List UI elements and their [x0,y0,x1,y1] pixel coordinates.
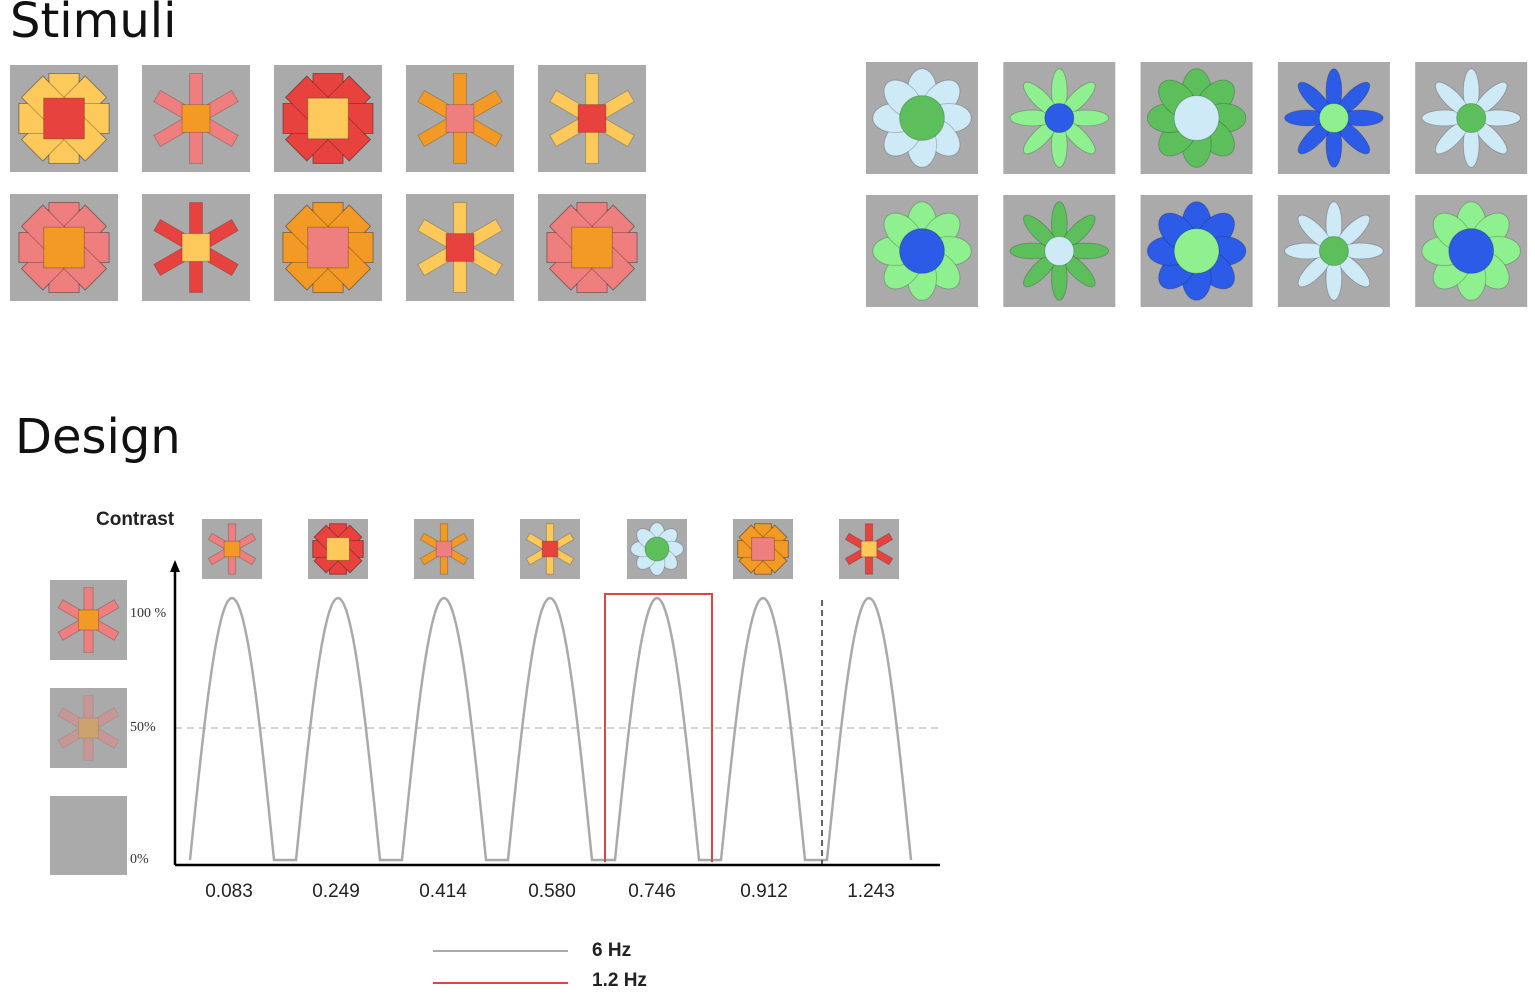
center [1044,235,1075,267]
stimulus [419,523,469,575]
x-tick-label: 0.414 [419,881,467,902]
center [577,104,607,133]
stimulus [525,523,575,575]
section-title: Stimuli [10,0,176,49]
stimulus [18,202,110,293]
center [860,540,878,558]
center [77,609,100,631]
axis-arrow [170,560,180,572]
design-plot: 100 % 50% 0% 0.083 0.249 0.414 0.580 0.746 0.912… [130,560,940,991]
section-title: Design [15,409,181,465]
center [307,97,349,140]
center [43,97,85,140]
stimulus [417,73,503,164]
stimulus [153,202,239,293]
stimulus-background [50,688,127,768]
y-tick-label: 50% [130,720,156,735]
y-tick-label: 100 % [130,606,167,621]
center [899,95,945,141]
center [43,226,85,269]
stimulus [546,202,638,293]
stimulus [57,695,120,761]
stimuli-group [10,62,1528,875]
center [1173,228,1220,274]
center [1448,228,1495,274]
stimulus-background [50,796,127,875]
stimulus [312,523,364,575]
stimulus [417,202,503,293]
stimulus [207,523,257,575]
center [541,540,559,558]
center [1173,95,1220,141]
legend-label: 6 Hz [592,940,631,961]
petal [57,707,120,749]
center [571,226,613,269]
center [445,233,475,262]
center [445,104,475,133]
stimulus [549,73,635,164]
center [644,536,670,562]
x-tick-label: 0.580 [528,881,576,902]
y-tick-label: 0% [130,852,149,867]
stimulus [57,587,120,653]
center [181,104,211,133]
x-tick-label: 0.746 [628,881,676,902]
y-axis-label: Contrast [96,509,175,530]
stimulus [18,73,110,164]
stimulus [153,73,239,164]
center [899,228,945,274]
legend-label: 1.2 Hz [592,970,647,991]
petal [57,707,120,749]
center [1456,102,1487,134]
center [77,717,100,739]
stimulus [737,523,789,575]
x-tick-label: 0.083 [205,881,253,902]
center [223,540,241,558]
center [1044,102,1075,134]
x-tick-label: 1.243 [847,881,895,902]
center [435,540,453,558]
waveform-1-2hz [604,593,713,862]
petal [83,695,94,761]
stimulus [844,523,894,575]
stimulus [282,202,374,293]
x-tick-label: 0.912 [740,881,788,902]
waveform-6hz [188,596,913,862]
center [1318,235,1349,267]
center [307,226,349,269]
center [181,233,211,262]
center [1318,102,1349,134]
x-tick-label: 0.249 [312,881,360,902]
stimulus [282,73,374,164]
center [326,537,350,561]
center [751,537,775,561]
